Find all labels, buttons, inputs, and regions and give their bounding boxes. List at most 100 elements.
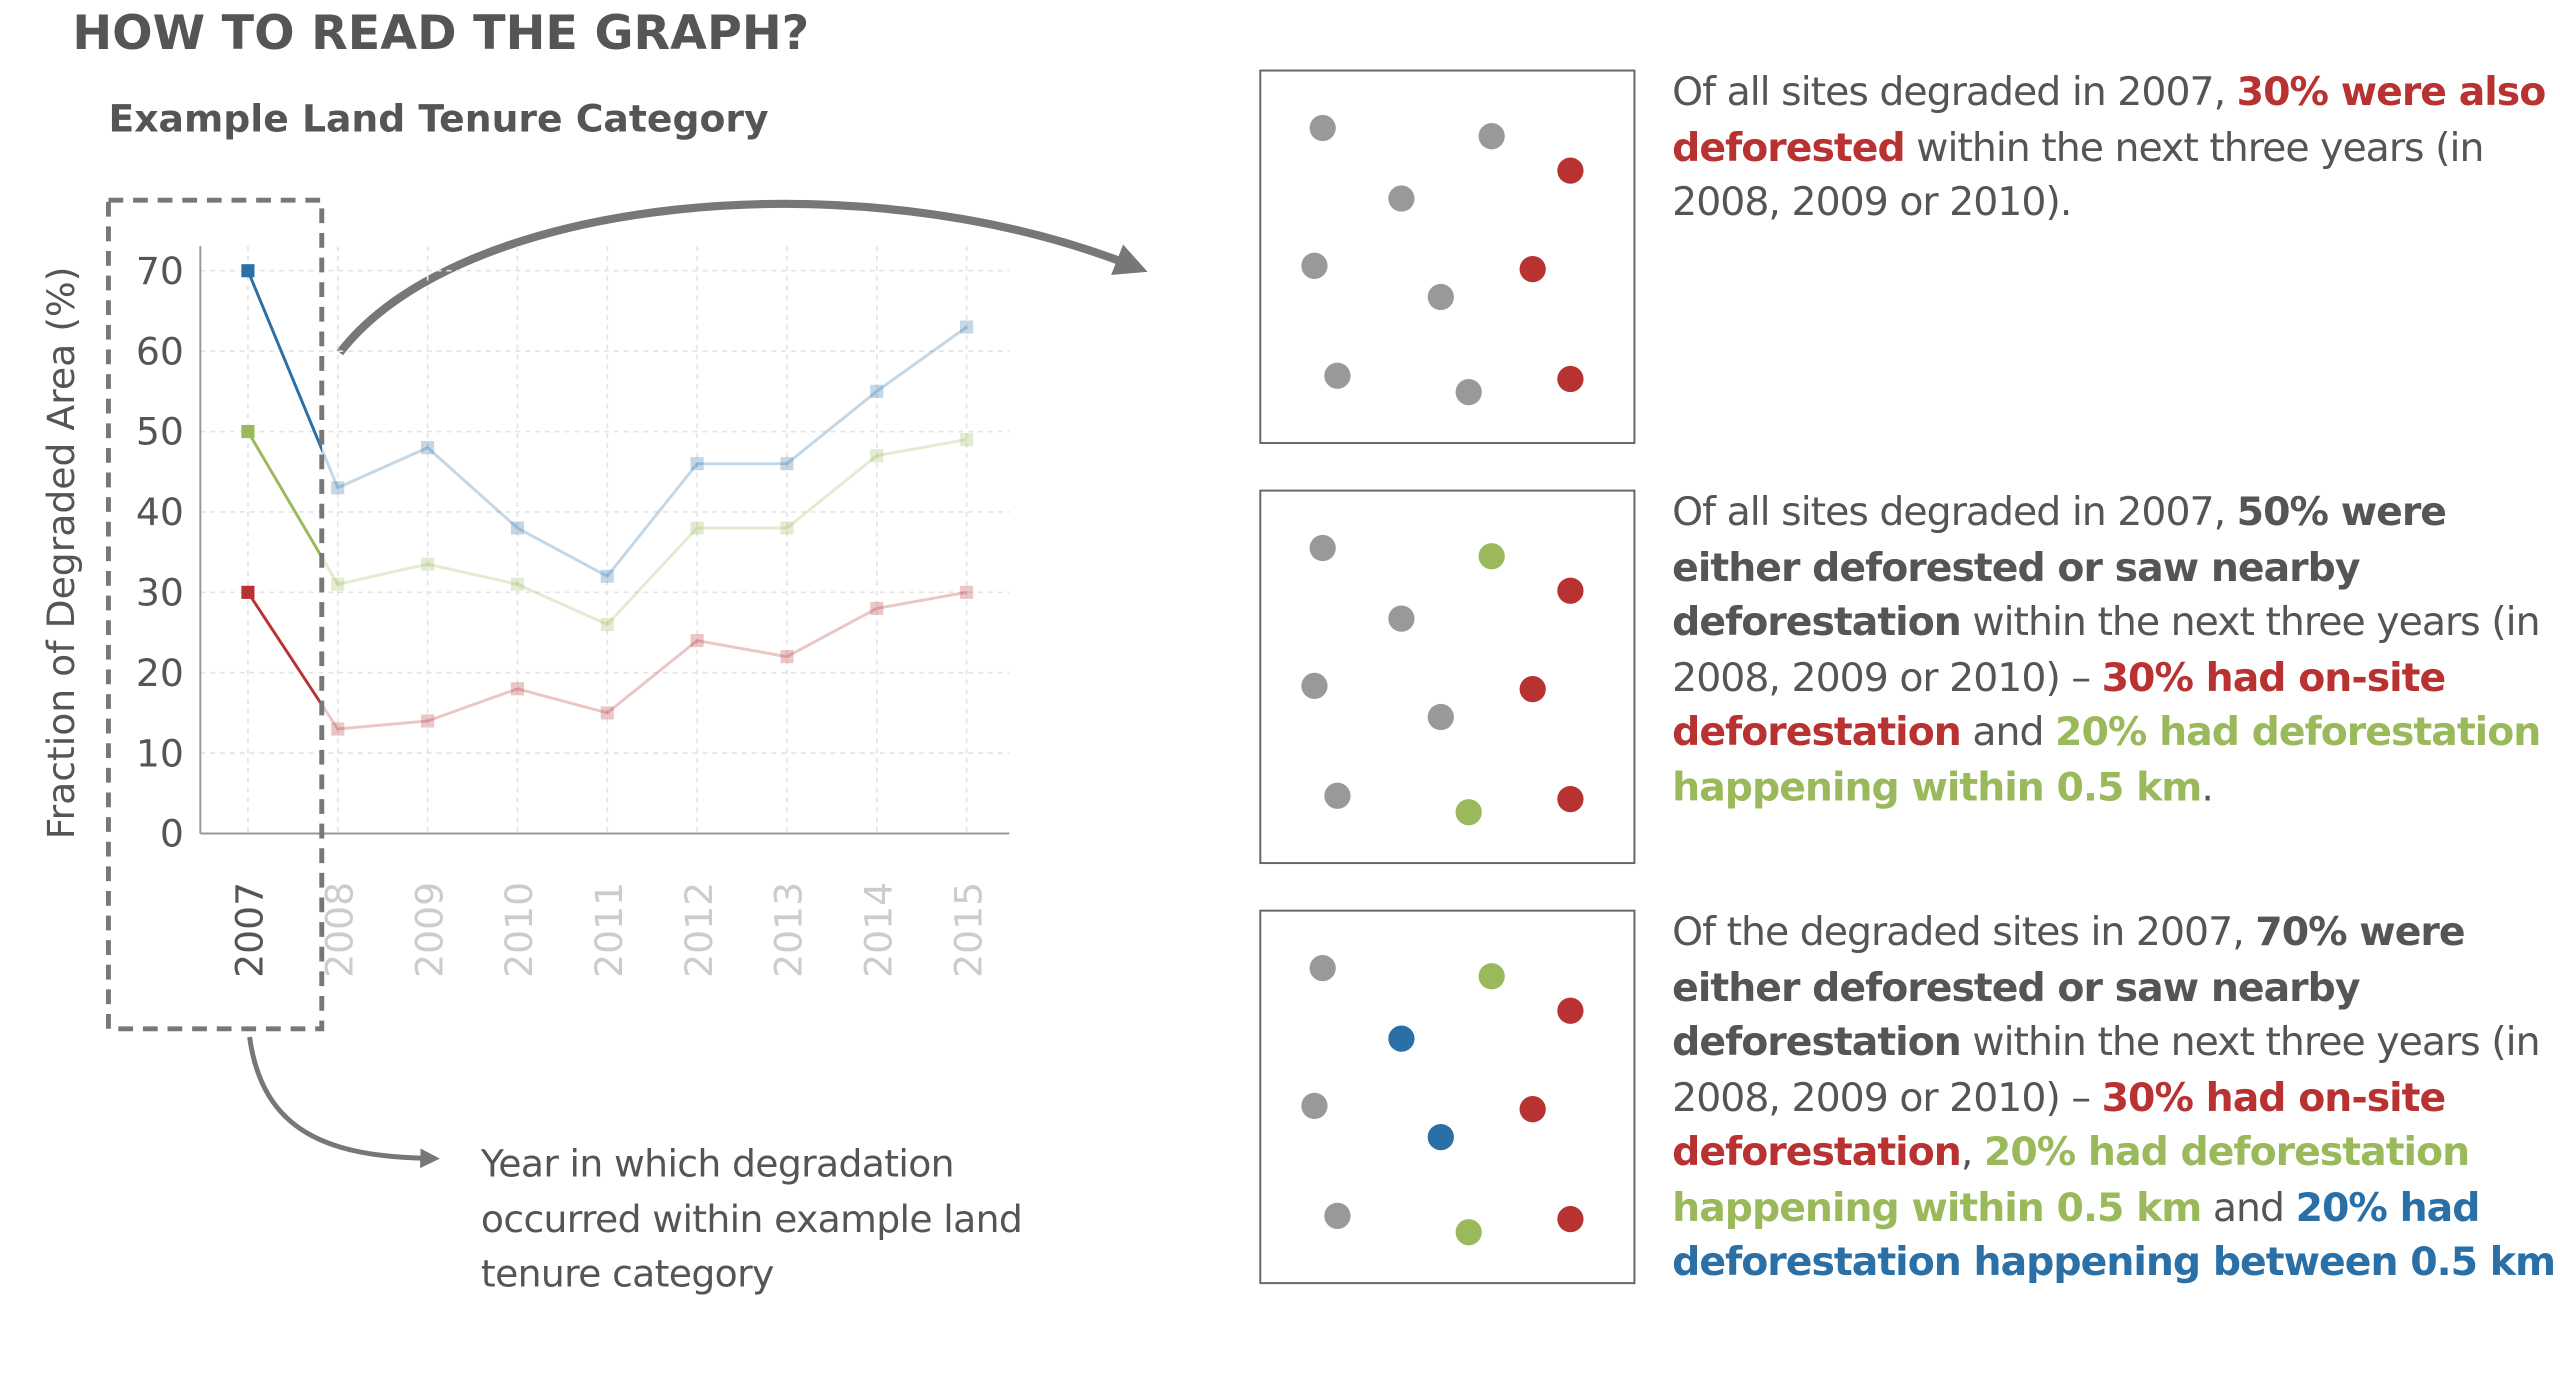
x-tick-label: 2013 — [767, 882, 811, 978]
series-line — [246, 590, 967, 731]
site-dot — [1557, 577, 1584, 604]
y-tick-label: 20 — [136, 651, 184, 695]
text-segment: within the next three years (in 2008, 20… — [1672, 123, 2484, 225]
site-dot — [1519, 1096, 1546, 1123]
annotation: Year in which degradation occurred withi… — [480, 1143, 1023, 1297]
site-dot — [1557, 365, 1584, 393]
site-dot — [1455, 1219, 1482, 1246]
y-tick-label: 0 — [160, 812, 184, 856]
panel-box — [1259, 489, 1636, 865]
panel-text: Of all sites degraded in 2007, 50% were … — [1672, 486, 2560, 816]
point — [960, 433, 974, 447]
panel-text: Of all sites degraded in 2007, 30% were … — [1672, 66, 2560, 231]
y-tick-label: 70 — [136, 249, 184, 293]
y-tick-label: 10 — [136, 731, 184, 775]
point — [600, 706, 614, 720]
point — [600, 569, 614, 583]
text-segment: 30% were also deforested — [1672, 68, 2546, 170]
panel-box — [1259, 69, 1636, 445]
text-segment: . — [2201, 763, 2214, 810]
point — [421, 557, 435, 571]
point — [241, 585, 255, 599]
site-dot — [1301, 1092, 1328, 1120]
site-dot — [1557, 785, 1584, 813]
point — [421, 714, 435, 728]
big-arrow — [336, 199, 1148, 356]
text-segment: Of all sites degraded in 2007, — [1672, 68, 2237, 115]
site-dot — [1478, 123, 1505, 150]
panel-text: Of the degraded sites in 2007, 70% were … — [1672, 906, 2560, 1300]
x-tick-label: 2010 — [497, 882, 541, 978]
point — [510, 577, 524, 591]
site-dot — [1455, 799, 1482, 826]
x-tick-label: 2012 — [677, 882, 721, 978]
panel-box — [1259, 909, 1636, 1285]
point — [331, 577, 345, 591]
y-tick-label: 30 — [136, 570, 184, 614]
site-dot — [1455, 379, 1482, 406]
site-dot — [1519, 255, 1546, 283]
small-arrow — [247, 1036, 440, 1169]
point — [870, 449, 884, 463]
text-segment: 20% had deforestation happening within 0… — [1672, 708, 2541, 810]
highlight-box — [105, 197, 325, 1032]
text-segment: within the next three years (in 2008, 20… — [1672, 1018, 2540, 1120]
text-segment: 30% had on-site deforestation — [1672, 653, 2446, 755]
site-dot — [1324, 782, 1351, 809]
text-segment: , — [1960, 1128, 1984, 1175]
text-segment: 30% had on-site deforestation — [1672, 1073, 2446, 1175]
site-dot — [1309, 534, 1336, 562]
point — [690, 457, 704, 471]
site-dot — [1519, 676, 1546, 703]
panel-text-box: Of the degraded sites in 2007, 70% were … — [1672, 906, 2560, 1300]
x-tick-label: 2007 — [228, 882, 272, 978]
x-tick-label: 2011 — [587, 882, 631, 978]
site-dot — [1309, 954, 1336, 982]
site-dot — [1309, 114, 1336, 142]
site-dot — [1388, 185, 1415, 212]
site-dot — [1427, 283, 1454, 311]
point — [331, 722, 345, 736]
series-line — [246, 270, 968, 579]
site-dot — [1557, 1205, 1584, 1233]
site-dot — [1557, 997, 1584, 1024]
point — [780, 650, 794, 664]
site-dot — [1324, 1202, 1351, 1229]
series-line — [246, 430, 967, 627]
point — [510, 682, 524, 696]
y-tick-label: 40 — [136, 490, 184, 534]
site-dot — [1478, 543, 1505, 570]
site-dot — [1301, 252, 1328, 279]
text-segment: . — [1869, 1294, 1882, 1300]
text-segment: 20% had deforestation happening between … — [1672, 1183, 2556, 1300]
page-title: HOW TO READ THE GRAPH? — [72, 6, 809, 61]
site-dot — [1427, 1123, 1454, 1151]
panels — [1259, 69, 1636, 1285]
panel-text-box: Of all sites degraded in 2007, 50% were … — [1672, 486, 2560, 816]
point — [331, 481, 345, 495]
point — [960, 320, 974, 334]
text-segment: 20% had deforestation happening within 0… — [1672, 1128, 2470, 1230]
text-segment: and — [2201, 1183, 2296, 1230]
x-tick-label: 2014 — [857, 882, 901, 978]
point — [690, 521, 704, 535]
point — [870, 384, 884, 398]
point — [241, 424, 255, 439]
point — [690, 634, 704, 648]
text-segment: within the next three years (in 2008, 20… — [1672, 598, 2540, 700]
site-dot — [1301, 672, 1328, 699]
point — [600, 617, 614, 632]
chart-title: Example Land Tenure Category — [108, 96, 768, 140]
site-dot — [1557, 157, 1584, 184]
site-dot — [1388, 605, 1415, 632]
text-segment: Of all sites degraded in 2007, — [1672, 488, 2237, 535]
point — [960, 585, 974, 599]
panel-text-box: Of all sites degraded in 2007, 30% were … — [1672, 66, 2560, 231]
text-segment: 70% were either deforested or saw nearby… — [1672, 909, 2465, 1065]
site-dot — [1427, 703, 1454, 731]
x-tick-label: 2009 — [407, 882, 451, 978]
y-tick-label: 50 — [136, 410, 184, 454]
text-segment: and — [1960, 708, 2056, 755]
